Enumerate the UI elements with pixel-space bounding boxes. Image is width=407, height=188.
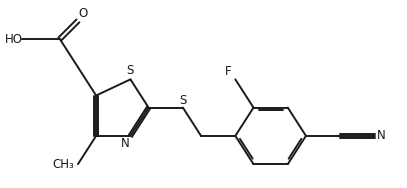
- Text: CH₃: CH₃: [52, 158, 74, 171]
- Text: O: O: [78, 7, 87, 20]
- Text: S: S: [179, 94, 186, 107]
- Text: S: S: [127, 64, 134, 77]
- Text: N: N: [120, 137, 129, 150]
- Text: HO: HO: [4, 33, 22, 45]
- Text: N: N: [376, 129, 385, 142]
- Text: F: F: [225, 65, 231, 78]
